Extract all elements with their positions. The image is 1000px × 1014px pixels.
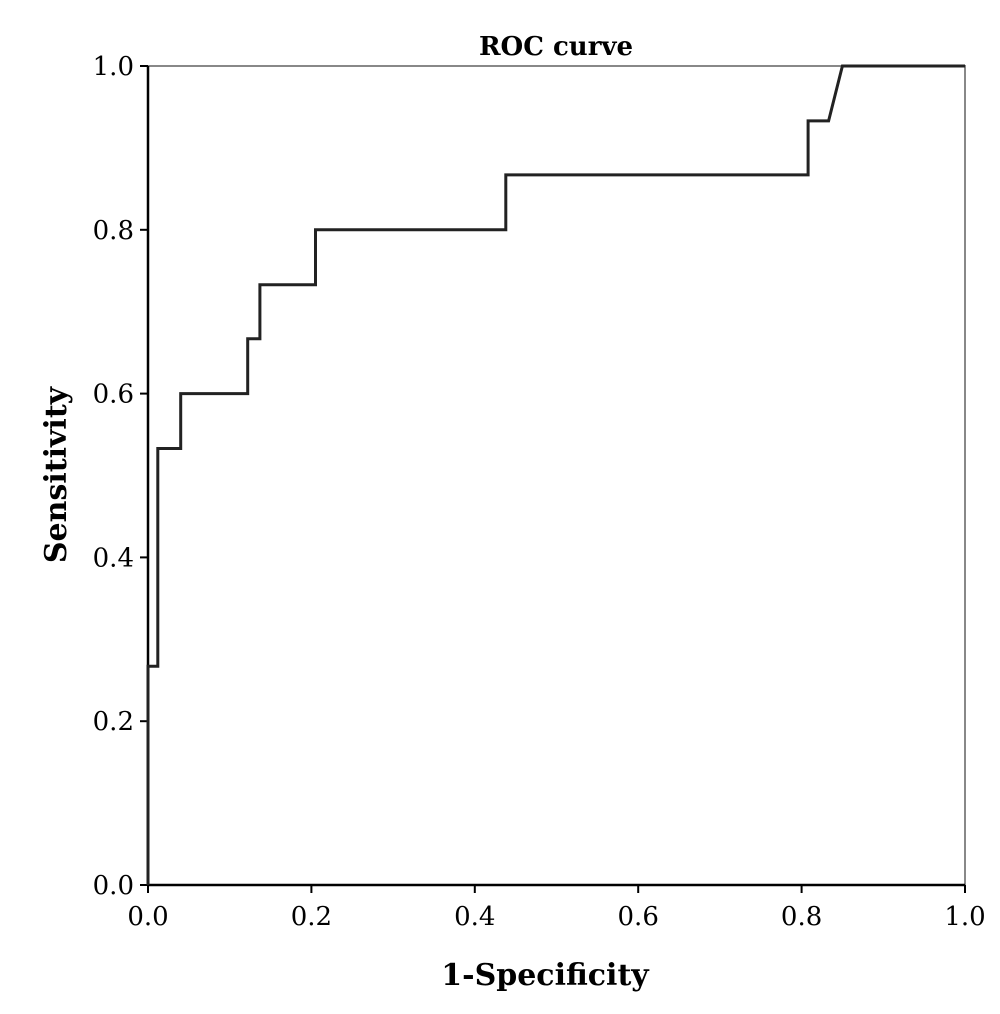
x-tick-label: 0.8 (781, 902, 822, 932)
x-tick-label: 0.2 (291, 902, 332, 932)
x-tick-label: 0.0 (127, 902, 168, 932)
y-tick-label: 0.6 (93, 380, 134, 410)
y-tick-label: 0.8 (93, 216, 134, 246)
x-tick-label: 1.0 (944, 902, 985, 932)
chart-title: ROC curve (479, 32, 633, 62)
y-tick-label: 0.2 (93, 707, 134, 737)
plot-frame (147, 65, 966, 886)
roc-curve-line (146, 64, 965, 885)
x-axis-title: 1-Specificity (441, 958, 650, 993)
y-tick-label: 0.4 (93, 543, 134, 573)
x-tick-label: 0.6 (618, 902, 659, 932)
y-axis-title: Sensitivity (39, 385, 74, 563)
y-tick-label: 1.0 (93, 52, 134, 82)
x-tick-label: 0.4 (454, 902, 495, 932)
y-tick-label: 0.0 (93, 871, 134, 901)
